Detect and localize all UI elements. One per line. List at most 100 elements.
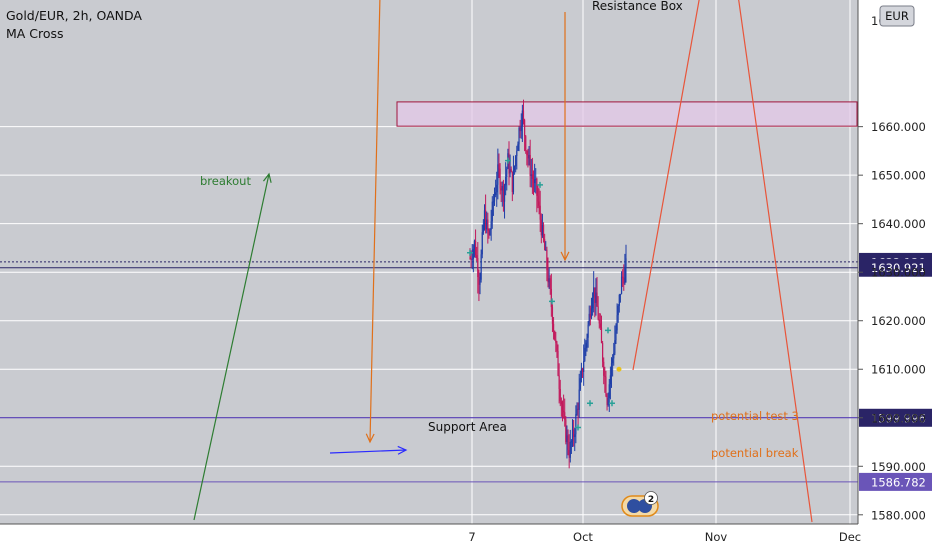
projection-line-down[interactable] [738, 0, 813, 523]
candle [503, 185, 506, 202]
candle [502, 185, 505, 202]
ma-cross-marker [605, 327, 611, 334]
currency-badge-box [879, 5, 915, 27]
candle [470, 257, 472, 260]
candle [471, 258, 473, 260]
candle [563, 410, 565, 413]
candle [516, 150, 518, 157]
candle [510, 169, 512, 172]
ma-cross-marker [505, 157, 511, 164]
candle [526, 150, 528, 156]
price-tick-label: 1660.000 [871, 120, 926, 134]
candle [593, 287, 595, 298]
candle [616, 315, 618, 331]
candle [546, 249, 548, 271]
currency-badge-label: EUR [885, 9, 909, 23]
candle [584, 347, 586, 362]
candle [573, 429, 575, 438]
candle [605, 376, 607, 396]
candle [561, 404, 564, 411]
candle [529, 154, 531, 176]
candle [556, 342, 558, 352]
time-tick-label: Dec [839, 530, 861, 544]
candle [587, 324, 589, 338]
projection-line-up[interactable] [632, 0, 700, 371]
candle [530, 174, 532, 176]
candle [551, 307, 554, 324]
candle [532, 178, 535, 184]
ma-cross-marker [609, 400, 615, 407]
candle [489, 229, 491, 235]
price-tick-label: 1650.000 [871, 169, 926, 183]
down-arrow-left-head [365, 433, 375, 444]
breakout-arrow[interactable] [193, 173, 270, 521]
candle [496, 184, 498, 193]
candle [608, 384, 610, 399]
candle [542, 225, 545, 240]
candle [564, 412, 566, 420]
candle [513, 166, 516, 171]
ma-cross-marker [467, 249, 473, 256]
candle [534, 179, 536, 184]
candle [612, 358, 614, 364]
ma-cross-marker [587, 400, 593, 407]
drawings [193, 0, 813, 523]
candle [578, 389, 580, 410]
ma-cross-marker [537, 181, 543, 188]
price-tick-label: 1620.000 [871, 314, 926, 328]
candle [518, 127, 520, 145]
candle [599, 323, 601, 328]
resistance-box[interactable] [396, 101, 858, 127]
candle [606, 395, 608, 405]
candle [488, 230, 490, 235]
price-tick-label: 1610.000 [871, 363, 926, 377]
time-tick-label: Oct [573, 530, 593, 544]
price-tick-label: 1640.000 [871, 217, 926, 231]
price-level-tag-label: 1630.921 [871, 261, 926, 275]
candle [565, 419, 567, 443]
candle [609, 375, 611, 385]
candle [554, 330, 556, 340]
price-axis[interactable]: 1580.000 1590.000 1600.000 1610.000 1620.000… [857, 0, 926, 524]
price-tick-label: 1580.000 [871, 508, 926, 522]
candle [588, 313, 590, 325]
candle [595, 292, 597, 303]
candle [549, 278, 551, 289]
candles [467, 99, 627, 469]
candle [624, 266, 626, 284]
candle [625, 258, 627, 267]
candle [600, 327, 603, 344]
candle [524, 120, 526, 137]
economic-events-badge[interactable]: 2 [621, 491, 659, 517]
time-axis[interactable]: 7 Oct Nov Dec [0, 523, 861, 544]
candle [519, 127, 521, 132]
candle [557, 351, 559, 376]
candle [495, 192, 497, 195]
candle [521, 110, 523, 127]
price-level-tag-label: 1599.996 [871, 411, 926, 425]
candle [622, 276, 624, 278]
candle [541, 225, 544, 236]
indicator-label: MA Cross [6, 26, 64, 41]
candle [540, 219, 542, 236]
support-arrow[interactable] [329, 449, 407, 454]
currency-badge[interactable]: EUR [879, 5, 915, 27]
candle [492, 201, 494, 203]
candle [476, 255, 478, 259]
candle [536, 178, 538, 196]
candle [531, 174, 533, 179]
signal-dot [616, 366, 622, 372]
candle [498, 164, 500, 169]
candle [603, 361, 605, 376]
candle [491, 201, 493, 222]
ma-cross-marker [549, 298, 555, 305]
down-arrow-left[interactable] [369, 0, 381, 443]
candle [555, 339, 557, 343]
candle [570, 441, 572, 443]
candle [483, 210, 486, 225]
candle [558, 375, 560, 389]
candle [617, 305, 619, 316]
candle [569, 441, 571, 458]
